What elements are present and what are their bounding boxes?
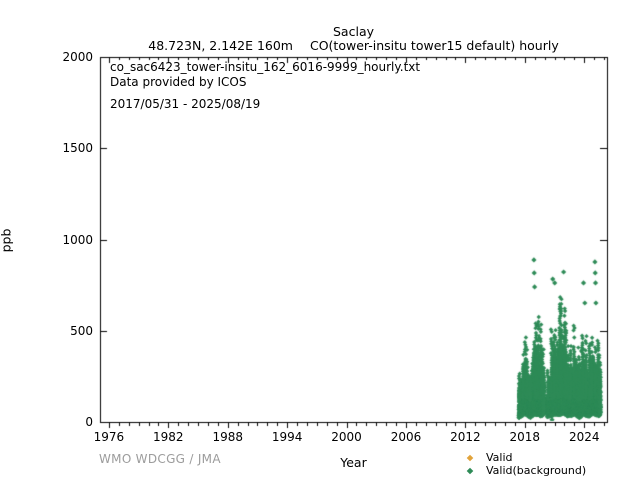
y-tick-label: 500 xyxy=(70,323,93,338)
x-tick-label: 1982 xyxy=(153,430,184,444)
data-annotation: co_sac6423_tower-insitu_162_6016-9999_ho… xyxy=(110,60,420,112)
x-tick-label: 1994 xyxy=(271,430,303,444)
chart-title: Saclay xyxy=(333,24,374,39)
legend: Valid Valid(background) xyxy=(463,451,586,477)
x-tick-label: 2000 xyxy=(331,430,362,444)
x-axis-title: Year xyxy=(340,455,367,470)
data-file-name: co_sac6423_tower-insitu_162_6016-9999_ho… xyxy=(110,60,421,74)
y-tick-label: 1500 xyxy=(62,141,93,156)
legend-valid-background-label: Valid(background) xyxy=(486,464,587,477)
y-tick-label: 2000 xyxy=(62,50,93,64)
x-tick-label: 2012 xyxy=(450,430,481,444)
data-provider-label: Data provided by ICOS xyxy=(110,75,247,89)
attribution-text: WMO WDCGG / JMA xyxy=(99,452,221,466)
y-axis-title: ppb xyxy=(0,228,14,253)
x-tick-label: 2006 xyxy=(390,430,422,444)
station-coordinates: 48.723N, 2.142E 160m xyxy=(148,38,293,53)
valid-diamond-marker-icon xyxy=(466,454,474,461)
legend-row-valid: Valid xyxy=(463,451,586,464)
x-tick-label: 1976 xyxy=(93,430,125,444)
valid-background-diamond-marker-icon xyxy=(466,467,474,474)
x-tick-label: 1988 xyxy=(212,430,243,444)
parameter-label: CO(tower-insitu tower15 default) hourly xyxy=(309,38,559,53)
x-tick-label: 2024 xyxy=(568,430,600,444)
y-tick-label: 1000 xyxy=(62,232,93,247)
legend-valid-label: Valid xyxy=(486,451,513,464)
legend-row-valid-background: Valid(background) xyxy=(463,464,586,477)
x-tick-label: 2018 xyxy=(509,430,541,444)
chart-subtitle: 48.723N, 2.142E 160m CO(tower-insitu tow… xyxy=(100,38,607,53)
y-tick-label: 0 xyxy=(85,415,93,429)
data-period: 2017/05/31 - 2025/08/19 xyxy=(110,97,261,111)
